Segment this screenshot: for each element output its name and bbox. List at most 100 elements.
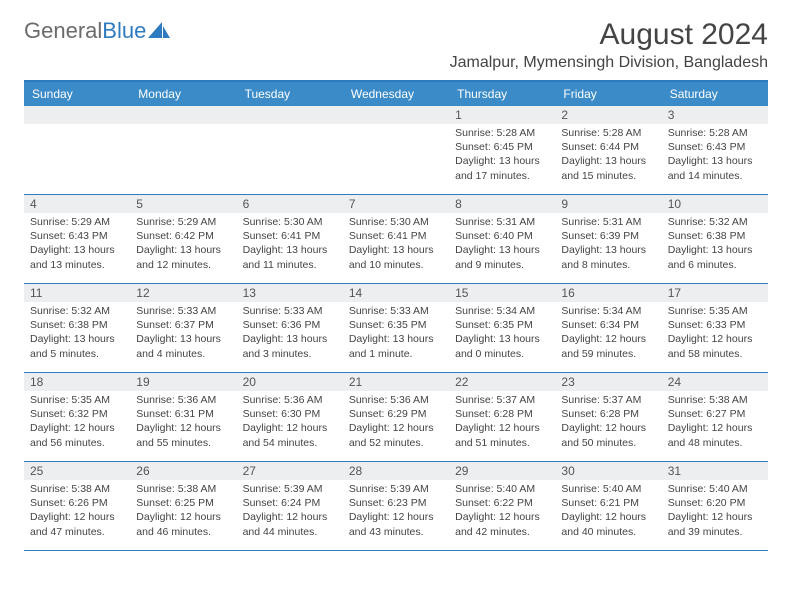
week-row: 18Sunrise: 5:35 AMSunset: 6:32 PMDayligh… (24, 373, 768, 462)
logo-text-blue: Blue (102, 18, 146, 44)
day-header-row: SundayMondayTuesdayWednesdayThursdayFrid… (24, 82, 768, 106)
day-number: 25 (24, 462, 130, 480)
day-number: 3 (662, 106, 768, 124)
logo: GeneralBlue (24, 18, 170, 44)
day-info: Sunrise: 5:37 AMSunset: 6:28 PMDaylight:… (449, 391, 555, 454)
day-number: 19 (130, 373, 236, 391)
day-number (343, 106, 449, 124)
day-cell (130, 106, 236, 194)
day-number: 5 (130, 195, 236, 213)
day-cell: 10Sunrise: 5:32 AMSunset: 6:38 PMDayligh… (662, 195, 768, 283)
day-number: 14 (343, 284, 449, 302)
day-info: Sunrise: 5:33 AMSunset: 6:37 PMDaylight:… (130, 302, 236, 365)
day-info: Sunrise: 5:32 AMSunset: 6:38 PMDaylight:… (24, 302, 130, 365)
day-cell: 23Sunrise: 5:37 AMSunset: 6:28 PMDayligh… (555, 373, 661, 461)
day-number: 29 (449, 462, 555, 480)
logo-sail-icon (148, 22, 170, 40)
day-number: 11 (24, 284, 130, 302)
day-number: 17 (662, 284, 768, 302)
day-cell: 15Sunrise: 5:34 AMSunset: 6:35 PMDayligh… (449, 284, 555, 372)
day-header-cell: Monday (130, 82, 236, 106)
logo-text-general: General (24, 18, 102, 44)
day-info: Sunrise: 5:30 AMSunset: 6:41 PMDaylight:… (343, 213, 449, 276)
day-number: 12 (130, 284, 236, 302)
day-info: Sunrise: 5:37 AMSunset: 6:28 PMDaylight:… (555, 391, 661, 454)
day-cell: 22Sunrise: 5:37 AMSunset: 6:28 PMDayligh… (449, 373, 555, 461)
day-info: Sunrise: 5:29 AMSunset: 6:42 PMDaylight:… (130, 213, 236, 276)
day-cell (237, 106, 343, 194)
day-cell: 31Sunrise: 5:40 AMSunset: 6:20 PMDayligh… (662, 462, 768, 550)
week-row: 1Sunrise: 5:28 AMSunset: 6:45 PMDaylight… (24, 106, 768, 195)
day-cell: 8Sunrise: 5:31 AMSunset: 6:40 PMDaylight… (449, 195, 555, 283)
day-cell (343, 106, 449, 194)
day-info: Sunrise: 5:33 AMSunset: 6:35 PMDaylight:… (343, 302, 449, 365)
day-info: Sunrise: 5:31 AMSunset: 6:40 PMDaylight:… (449, 213, 555, 276)
day-info: Sunrise: 5:28 AMSunset: 6:44 PMDaylight:… (555, 124, 661, 187)
day-info: Sunrise: 5:33 AMSunset: 6:36 PMDaylight:… (237, 302, 343, 365)
day-info: Sunrise: 5:36 AMSunset: 6:31 PMDaylight:… (130, 391, 236, 454)
day-cell: 19Sunrise: 5:36 AMSunset: 6:31 PMDayligh… (130, 373, 236, 461)
day-number: 13 (237, 284, 343, 302)
week-row: 11Sunrise: 5:32 AMSunset: 6:38 PMDayligh… (24, 284, 768, 373)
month-title: August 2024 (450, 18, 768, 52)
day-number: 22 (449, 373, 555, 391)
week-row: 4Sunrise: 5:29 AMSunset: 6:43 PMDaylight… (24, 195, 768, 284)
day-cell: 13Sunrise: 5:33 AMSunset: 6:36 PMDayligh… (237, 284, 343, 372)
day-info: Sunrise: 5:34 AMSunset: 6:35 PMDaylight:… (449, 302, 555, 365)
day-info: Sunrise: 5:29 AMSunset: 6:43 PMDaylight:… (24, 213, 130, 276)
day-cell: 17Sunrise: 5:35 AMSunset: 6:33 PMDayligh… (662, 284, 768, 372)
day-header-cell: Wednesday (343, 82, 449, 106)
day-header-cell: Thursday (449, 82, 555, 106)
day-number (24, 106, 130, 124)
day-cell: 6Sunrise: 5:30 AMSunset: 6:41 PMDaylight… (237, 195, 343, 283)
calendar: SundayMondayTuesdayWednesdayThursdayFrid… (24, 80, 768, 551)
day-cell: 5Sunrise: 5:29 AMSunset: 6:42 PMDaylight… (130, 195, 236, 283)
day-cell: 28Sunrise: 5:39 AMSunset: 6:23 PMDayligh… (343, 462, 449, 550)
day-info: Sunrise: 5:40 AMSunset: 6:20 PMDaylight:… (662, 480, 768, 543)
day-cell (24, 106, 130, 194)
day-number: 18 (24, 373, 130, 391)
day-cell: 1Sunrise: 5:28 AMSunset: 6:45 PMDaylight… (449, 106, 555, 194)
day-number: 2 (555, 106, 661, 124)
day-cell: 29Sunrise: 5:40 AMSunset: 6:22 PMDayligh… (449, 462, 555, 550)
day-cell: 4Sunrise: 5:29 AMSunset: 6:43 PMDaylight… (24, 195, 130, 283)
day-info: Sunrise: 5:32 AMSunset: 6:38 PMDaylight:… (662, 213, 768, 276)
day-number: 20 (237, 373, 343, 391)
day-number: 7 (343, 195, 449, 213)
day-number: 8 (449, 195, 555, 213)
day-cell: 7Sunrise: 5:30 AMSunset: 6:41 PMDaylight… (343, 195, 449, 283)
day-cell: 26Sunrise: 5:38 AMSunset: 6:25 PMDayligh… (130, 462, 236, 550)
day-cell: 2Sunrise: 5:28 AMSunset: 6:44 PMDaylight… (555, 106, 661, 194)
calendar-body: 1Sunrise: 5:28 AMSunset: 6:45 PMDaylight… (24, 106, 768, 551)
day-number (130, 106, 236, 124)
day-cell: 21Sunrise: 5:36 AMSunset: 6:29 PMDayligh… (343, 373, 449, 461)
day-number: 31 (662, 462, 768, 480)
day-cell: 27Sunrise: 5:39 AMSunset: 6:24 PMDayligh… (237, 462, 343, 550)
day-info: Sunrise: 5:35 AMSunset: 6:32 PMDaylight:… (24, 391, 130, 454)
week-row: 25Sunrise: 5:38 AMSunset: 6:26 PMDayligh… (24, 462, 768, 551)
day-cell: 16Sunrise: 5:34 AMSunset: 6:34 PMDayligh… (555, 284, 661, 372)
day-cell: 30Sunrise: 5:40 AMSunset: 6:21 PMDayligh… (555, 462, 661, 550)
day-info: Sunrise: 5:28 AMSunset: 6:45 PMDaylight:… (449, 124, 555, 187)
day-number: 27 (237, 462, 343, 480)
day-number: 16 (555, 284, 661, 302)
day-cell: 14Sunrise: 5:33 AMSunset: 6:35 PMDayligh… (343, 284, 449, 372)
day-info: Sunrise: 5:28 AMSunset: 6:43 PMDaylight:… (662, 124, 768, 187)
day-info: Sunrise: 5:34 AMSunset: 6:34 PMDaylight:… (555, 302, 661, 365)
day-number: 10 (662, 195, 768, 213)
day-cell: 11Sunrise: 5:32 AMSunset: 6:38 PMDayligh… (24, 284, 130, 372)
day-info: Sunrise: 5:39 AMSunset: 6:24 PMDaylight:… (237, 480, 343, 543)
day-number: 28 (343, 462, 449, 480)
day-number: 26 (130, 462, 236, 480)
day-header-cell: Saturday (662, 82, 768, 106)
day-number: 24 (662, 373, 768, 391)
day-number: 15 (449, 284, 555, 302)
day-info: Sunrise: 5:36 AMSunset: 6:30 PMDaylight:… (237, 391, 343, 454)
day-number: 1 (449, 106, 555, 124)
day-number (237, 106, 343, 124)
day-info: Sunrise: 5:39 AMSunset: 6:23 PMDaylight:… (343, 480, 449, 543)
day-header-cell: Sunday (24, 82, 130, 106)
day-info: Sunrise: 5:38 AMSunset: 6:25 PMDaylight:… (130, 480, 236, 543)
day-info: Sunrise: 5:31 AMSunset: 6:39 PMDaylight:… (555, 213, 661, 276)
title-block: August 2024 Jamalpur, Mymensingh Divisio… (450, 18, 768, 72)
